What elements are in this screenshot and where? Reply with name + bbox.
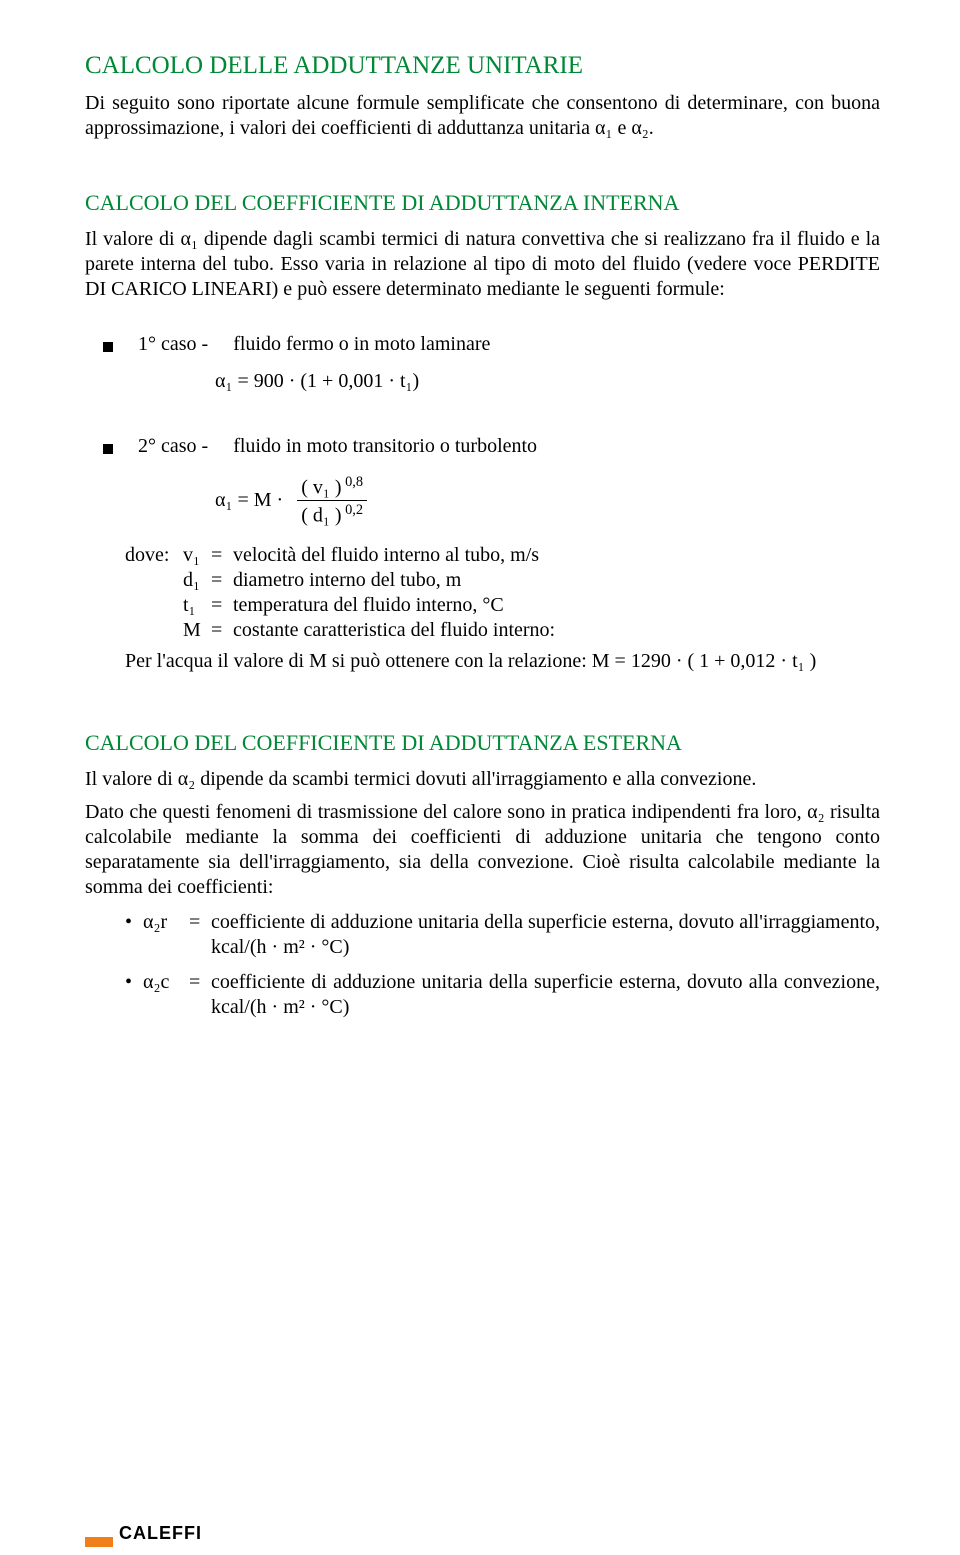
heading-sec1: CALCOLO DEL COEFFICIENTE DI ADDUTTANZA I…	[85, 189, 880, 217]
square-bullet-icon	[103, 342, 113, 352]
case2-label: 2° caso -	[138, 434, 208, 459]
coef-body: coefficiente di adduzione unitaria della…	[211, 910, 880, 960]
sec2-paragraph-1: Il valore di α₂ dipende da scambi termic…	[85, 767, 880, 792]
heading-main: CALCOLO DELLE ADDUTTANZE UNITARIE	[85, 50, 880, 81]
logo-text: CALEFFI	[119, 1522, 202, 1548]
coef-item-c: • α₂c = coefficiente di adduzione unitar…	[125, 970, 880, 1020]
bullet-dot-icon: •	[125, 970, 143, 995]
fraction: ( v₁ ) 0,8 ( d₁ ) 0,2	[297, 473, 367, 529]
bullet-dot-icon: •	[125, 910, 143, 935]
coef-item-r: • α₂r = coefficiente di adduzione unitar…	[125, 910, 880, 960]
document-page: CALCOLO DELLE ADDUTTANZE UNITARIE Di seg…	[0, 0, 960, 1555]
case2-formula: α₁ = M · ( v₁ ) 0,8 ( d₁ ) 0,2	[215, 473, 367, 529]
frac-den-base: ( d₁ )	[301, 505, 341, 527]
def-eq: =	[211, 618, 233, 643]
sec2-paragraph-2: Dato che questi fenomeni di trasmissione…	[85, 800, 880, 900]
frac-den-exp: 0,2	[341, 502, 363, 518]
case1-row: 1° caso - fluido fermo o in moto laminar…	[103, 332, 880, 357]
coef-body: coefficiente di adduzione unitaria della…	[211, 970, 880, 1020]
intro-paragraph: Di seguito sono riportate alcune formule…	[85, 91, 880, 141]
def-txt: velocità del fluido interno al tubo, m/s	[233, 543, 880, 568]
case2-desc: fluido in moto transitorio o turbolento	[233, 434, 537, 459]
per-acqua-line: Per l'acqua il valore di M si può ottene…	[125, 649, 880, 674]
defs-lead: dove:	[125, 543, 183, 568]
frac-num-exp: 0,8	[341, 474, 363, 490]
case2-row: 2° caso - fluido in moto transitorio o t…	[103, 434, 880, 459]
def-sym: d₁	[183, 568, 211, 593]
definitions-block: dove: v₁ = velocità del fluido interno a…	[125, 543, 880, 643]
frac-num-base: ( v₁ )	[301, 476, 341, 498]
def-txt: temperatura del fluido interno, °C	[233, 593, 880, 618]
coef-sym: α₂r	[143, 910, 189, 935]
coef-list: • α₂r = coefficiente di adduzione unitar…	[125, 910, 880, 1020]
case1-formula: α₁ = 900 · (1 + 0,001 · t₁)	[215, 369, 880, 394]
def-eq: =	[211, 568, 233, 593]
coef-eq: =	[189, 970, 211, 995]
case1-label: 1° caso -	[138, 332, 208, 357]
coef-sym: α₂c	[143, 970, 189, 995]
def-sym: M	[183, 618, 211, 643]
sec1-paragraph: Il valore di α₁ dipende dagli scambi ter…	[85, 227, 880, 302]
case2-lhs: α₁ = M ·	[215, 488, 283, 513]
case1-desc: fluido fermo o in moto laminare	[233, 332, 490, 357]
def-eq: =	[211, 593, 233, 618]
def-eq: =	[211, 543, 233, 568]
square-bullet-icon	[103, 444, 113, 454]
def-sym: v₁	[183, 543, 211, 568]
def-txt: costante caratteristica del fluido inter…	[233, 618, 880, 643]
coef-eq: =	[189, 910, 211, 935]
footer-logo: CALEFFI	[85, 1522, 202, 1548]
logo-bar-icon	[85, 1537, 113, 1547]
def-txt: diametro interno del tubo, m	[233, 568, 880, 593]
heading-sec2: CALCOLO DEL COEFFICIENTE DI ADDUTTANZA E…	[85, 729, 880, 757]
def-sym: t₁	[183, 593, 211, 618]
